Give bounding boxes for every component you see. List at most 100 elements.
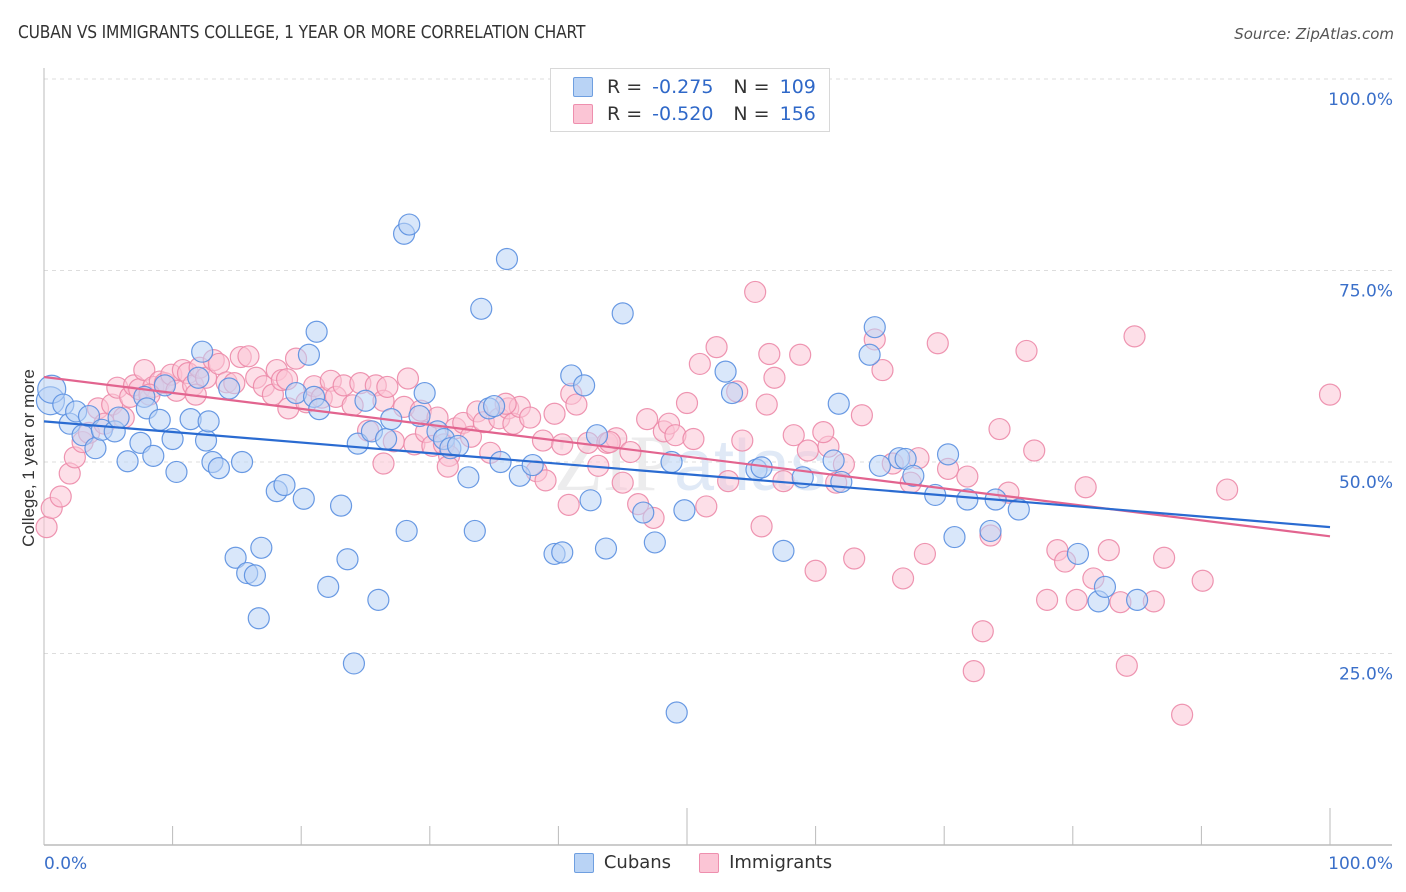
cubans-point: [827, 392, 850, 415]
immigrants-swatch-icon: [699, 852, 720, 873]
cubans-point: [292, 487, 315, 510]
cubans-point: [1093, 575, 1117, 598]
immigrants-point: [237, 345, 260, 368]
immigrants-point: [636, 408, 659, 431]
immigrants-point: [988, 417, 1011, 441]
immigrants-point: [396, 367, 420, 390]
cubans-point: [374, 427, 398, 451]
cubans-point: [1066, 542, 1090, 566]
cubans-point: [470, 297, 493, 320]
cubans-point: [187, 366, 210, 389]
cubans-point: [342, 652, 366, 675]
cubans-trend-line: [43, 420, 1331, 529]
y-tick-label: 25.0%: [1339, 665, 1393, 685]
cubans-point: [714, 360, 737, 383]
immigrants-point: [35, 516, 58, 539]
cubans-point: [979, 519, 1002, 543]
cubans-point: [943, 525, 966, 549]
cubans-point: [230, 450, 254, 474]
cubans-point: [902, 464, 925, 487]
immigrants-point: [850, 404, 873, 427]
immigrants-point: [1097, 538, 1120, 562]
cubans-point: [336, 548, 359, 571]
immigrants-point: [1123, 325, 1146, 348]
immigrants-swatch-icon: [573, 104, 593, 124]
cubans-point: [165, 460, 188, 484]
immigrants-point: [682, 427, 705, 451]
legend-n-label: N =: [733, 103, 770, 125]
chart-title: CUBAN VS IMMIGRANTS COLLEGE, 1 YEAR OR M…: [18, 22, 586, 43]
immigrants-point: [436, 455, 459, 478]
cubans-point: [457, 466, 480, 489]
immigrants-point: [376, 375, 399, 399]
cubans-point: [594, 537, 618, 560]
immigrants-point: [551, 433, 574, 456]
immigrants-point: [705, 336, 728, 359]
immigrants-point: [557, 493, 580, 516]
legend-row-immigrants: R = -0.520 N = 156: [573, 101, 816, 127]
immigrants-point: [843, 547, 866, 570]
immigrants-point: [731, 429, 754, 452]
cubans-point: [329, 494, 353, 517]
legend-r-value: -0.520: [652, 103, 714, 125]
cubans-swatch-icon: [573, 77, 593, 97]
immigrants-point: [543, 402, 566, 425]
immigrants-point: [534, 469, 557, 492]
trend-lines: [43, 375, 1331, 538]
cubans-point: [551, 541, 574, 564]
cubans-point: [354, 389, 377, 412]
cubans-point: [77, 404, 101, 428]
immigrants-point: [812, 421, 835, 444]
immigrants-point: [1318, 383, 1342, 406]
cubans-point: [489, 450, 512, 474]
legend-n-value: 156: [779, 103, 816, 125]
immigrants-point: [695, 495, 718, 518]
immigrants-point: [565, 393, 588, 416]
cubans-point: [720, 381, 744, 405]
legend-item-immigrants[interactable]: Immigrants: [699, 852, 832, 873]
cubans-point: [956, 488, 979, 511]
immigrants-point: [926, 332, 949, 355]
cubans-point: [665, 701, 688, 724]
immigrants-point: [49, 485, 72, 508]
immigrants-point: [664, 424, 687, 447]
cubans-point: [224, 546, 247, 569]
cubans-point: [772, 539, 795, 562]
immigrants-point: [1074, 476, 1097, 499]
immigrants-point: [1015, 339, 1038, 363]
immigrants-point: [796, 439, 819, 462]
cubans-point: [395, 519, 418, 543]
immigrants-point: [1115, 654, 1138, 677]
cubans-point: [446, 434, 470, 458]
legend-item-cubans[interactable]: Cubans: [573, 852, 671, 873]
cubans-point: [1125, 588, 1149, 611]
cubans-point: [936, 443, 960, 466]
immigrants-point: [755, 393, 778, 416]
y-tick-label: 100.0%: [1328, 90, 1393, 110]
immigrants-point: [804, 559, 827, 582]
cubans-point: [250, 536, 273, 559]
immigrants-point: [1153, 546, 1176, 569]
cubans-point: [317, 575, 340, 598]
immigrants-point: [750, 515, 773, 538]
cubans-point: [284, 381, 308, 405]
cubans-point: [611, 302, 634, 325]
cubans-point: [107, 406, 130, 429]
immigrants-point: [1065, 588, 1088, 611]
cubans-point: [305, 320, 328, 343]
y-tick-label: 75.0%: [1339, 282, 1393, 302]
cubans-point: [367, 588, 390, 611]
source-credit: Source: ZipAtlas.com: [1234, 25, 1394, 43]
immigrants-point: [519, 406, 542, 429]
immigrants-point: [913, 542, 937, 566]
immigrants-point: [1216, 478, 1239, 501]
x-tick-label: 100.0%: [1328, 854, 1393, 874]
immigrants-point: [744, 280, 767, 304]
cubans-point: [207, 457, 230, 480]
immigrants-point: [758, 342, 781, 366]
cubans-point: [243, 564, 267, 587]
y-tick-label: 50.0%: [1339, 473, 1393, 493]
immigrants-point: [1035, 588, 1059, 611]
cubans-point: [1007, 498, 1030, 521]
cubans-point: [868, 454, 892, 477]
